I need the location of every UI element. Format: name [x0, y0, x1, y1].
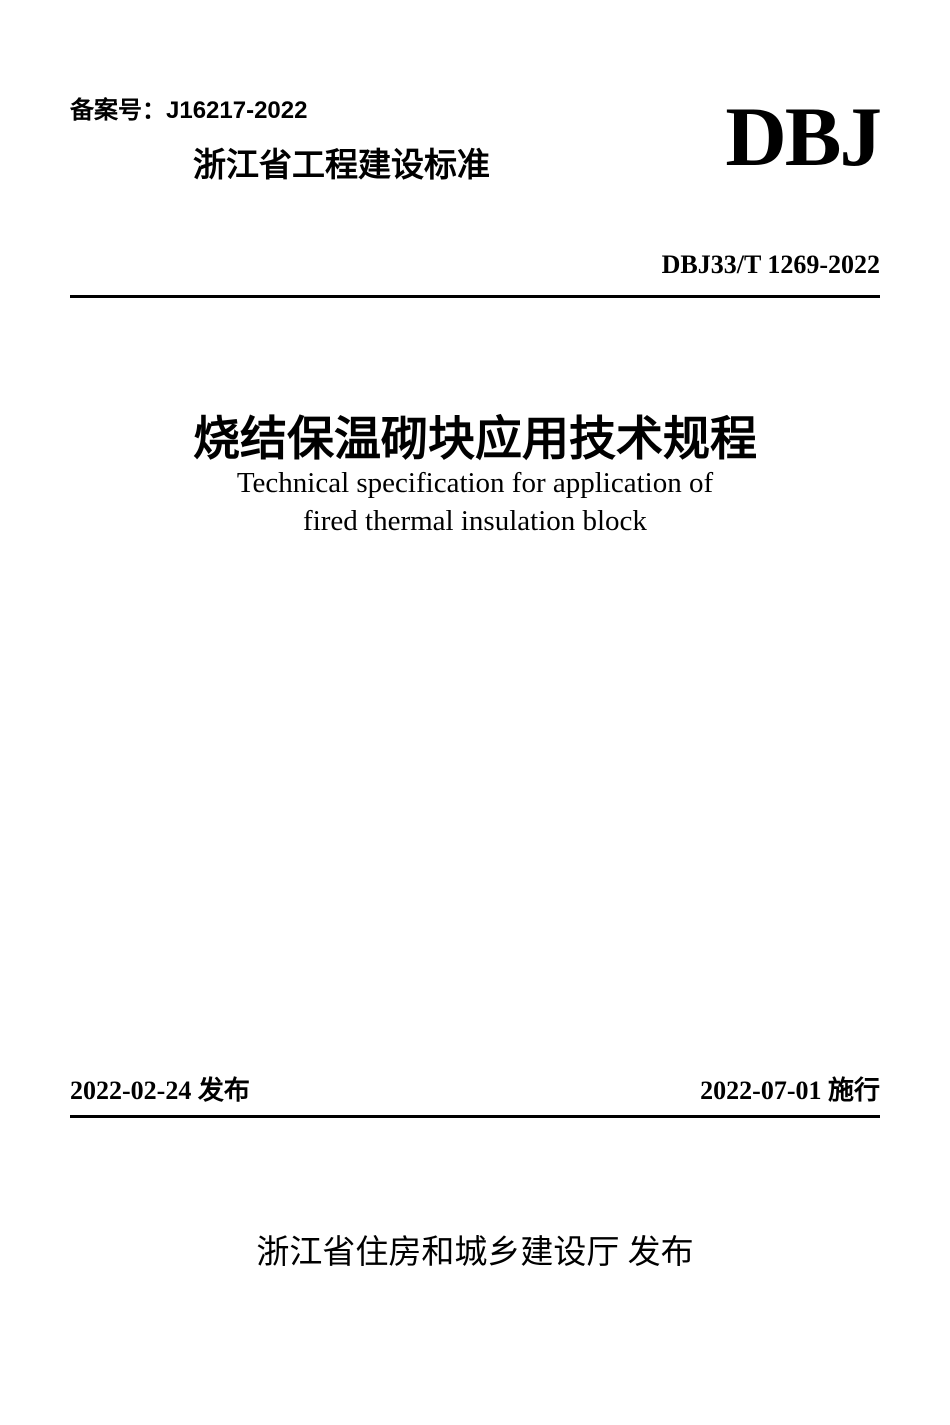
divider-top	[70, 295, 880, 298]
title-english-line2: fired thermal insulation block	[303, 505, 647, 537]
effective-date: 2022-07-01 施行	[700, 1070, 880, 1107]
title-chinese: 烧结保温砌块应用技术规程	[0, 400, 950, 469]
title-english: Technical specification for application …	[0, 465, 950, 540]
dbj-logo: DBJ	[725, 88, 880, 186]
publisher: 浙江省住房和城乡建设厅 发布	[0, 1225, 950, 1273]
title-english-line1: Technical specification for application …	[237, 467, 713, 499]
publish-date: 2022-02-24 发布	[70, 1070, 250, 1107]
standard-name: 浙江省工程建设标准	[193, 138, 490, 186]
record-number: 备案号：J16217-2022	[70, 90, 307, 125]
page-container: 备案号：J16217-2022 浙江省工程建设标准 DBJ DBJ33/T 12…	[0, 0, 950, 1425]
divider-bottom	[70, 1115, 880, 1118]
standard-code: DBJ33/T 1269-2022	[662, 250, 880, 280]
